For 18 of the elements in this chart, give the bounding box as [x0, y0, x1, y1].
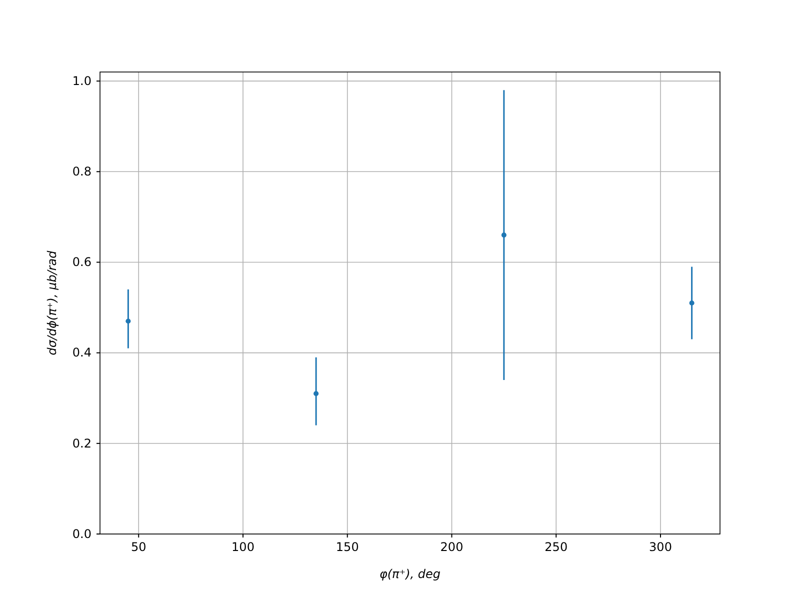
x-tick-label: 50: [130, 540, 146, 554]
x-tick-label: 100: [232, 540, 254, 554]
x-tick-label: 300: [649, 540, 672, 554]
x-tick-label: 200: [440, 540, 464, 554]
point: [126, 318, 131, 324]
y-tick-label: 0.2: [72, 436, 92, 450]
y-tick-label: 0.0: [72, 526, 92, 541]
point: [689, 300, 694, 306]
point: [314, 391, 319, 396]
y-axis-title: dσ/dϕ(π⁺), μb/rad: [45, 250, 59, 356]
y-tick-label: 0.6: [72, 255, 92, 270]
x-tick-label: 250: [544, 540, 568, 554]
x-tick-label: 150: [336, 540, 359, 554]
y-tick-label: 1.0: [72, 74, 92, 88]
point: [501, 232, 506, 238]
y-tick-label: 0.4: [72, 346, 92, 360]
x-axis-title: φ(π⁺), deg: [379, 567, 441, 581]
y-tick-label: 0.8: [72, 164, 92, 178]
